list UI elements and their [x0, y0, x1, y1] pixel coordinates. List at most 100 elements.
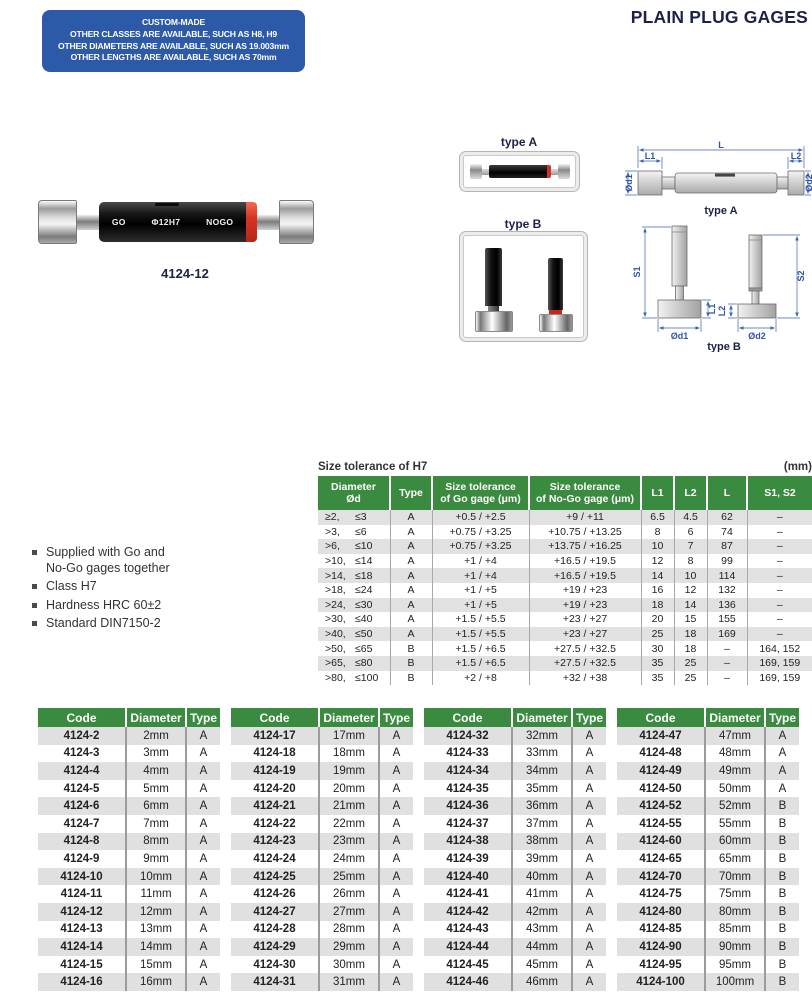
code-row: 4124-95 95mm B: [617, 955, 799, 974]
col-header-l2: L2: [673, 476, 707, 510]
code-col-header: Code: [617, 708, 705, 727]
cell-l1: 14: [640, 568, 674, 583]
cell-nogo-tolerance: +13.75 / +16.25: [528, 539, 641, 554]
code-row: 4124-26 26mm A: [231, 885, 413, 903]
feature-list: Supplied with Go and No-Go gages togethe…: [32, 545, 170, 635]
cell-diameter: ≥2, ≤3: [325, 511, 367, 524]
code-col-header: Diameter: [704, 708, 765, 727]
cell-s1s2: –: [746, 539, 812, 554]
dim-label-L: L: [718, 140, 724, 150]
nogo-label: NOGO: [206, 217, 234, 227]
cell-l: 136: [706, 597, 747, 613]
b-handle: [548, 258, 563, 310]
cell-diameter: 42mm: [511, 902, 572, 921]
cell-type: A: [764, 762, 799, 780]
cell-diameter: 25mm: [318, 867, 379, 886]
cell-go-tolerance: +1 / +5: [431, 597, 529, 613]
type-b-gage-nogo: [538, 258, 573, 332]
cell-type: A: [389, 524, 432, 540]
tolerance-header-row: Diameter Ød Type Size tolerance of Go ga…: [318, 476, 812, 510]
cell-type: A: [571, 850, 606, 868]
cell-type: A: [378, 762, 413, 780]
cell-type: A: [389, 568, 432, 583]
cell-l1: 16: [640, 582, 674, 598]
cell-diameter: 20mm: [318, 779, 379, 798]
code-row: 4124-21 21mm A: [231, 797, 413, 815]
code-header-row: Code Diameter Type: [38, 708, 220, 727]
cell-diameter: >6, ≤10: [325, 540, 373, 553]
cell-code: 4124-60: [639, 835, 682, 848]
cell-code: 4124-11: [60, 888, 103, 901]
cell-s1s2: –: [746, 597, 812, 613]
cell-diameter: 26mm: [318, 885, 379, 903]
cell-nogo-tolerance: +19 / +23: [528, 582, 641, 598]
cell-diameter: 37mm: [511, 814, 572, 833]
tolerance-table-body: ≥2, ≤3 A +0.5 / +2.5 +9 / +11 6.5 4.5 62– >3, ≤6 A…: [318, 510, 812, 686]
cell-l2: 4.5: [673, 510, 707, 525]
cell-type: A: [185, 762, 220, 780]
cell-type: A: [185, 744, 220, 763]
cell-diameter: 3mm: [125, 744, 186, 763]
cell-type: B: [764, 955, 799, 974]
cell-diameter: 24mm: [318, 850, 379, 868]
code-row: 4124-100 100mm B: [617, 973, 799, 991]
cell-nogo-tolerance: +10.75 / +13.25: [528, 524, 641, 540]
cell-diameter: 19mm: [318, 762, 379, 780]
tolerance-title: Size tolerance of H7: [318, 461, 428, 473]
cell-l1: 10: [640, 539, 674, 554]
tolerance-row: >18, ≤24 A +1 / +5 +19 / +23 16 12 132–: [318, 582, 812, 598]
code-col-header: Type: [571, 708, 606, 727]
cell-diameter: 10mm: [125, 867, 186, 886]
cell-type: B: [764, 973, 799, 991]
cell-l2: 8: [673, 553, 707, 569]
cell-type: A: [378, 902, 413, 921]
code-row: 4124-13 13mm A: [38, 920, 220, 939]
cell-diameter: 70mm: [704, 867, 765, 886]
cell-type: B: [764, 920, 799, 939]
tolerance-table: Diameter Ød Type Size tolerance of Go ga…: [318, 476, 812, 686]
cell-diameter: 34mm: [511, 762, 572, 780]
cell-code: 4124-27: [253, 905, 296, 918]
cell-l1: 8: [640, 524, 674, 540]
tolerance-row: >14, ≤18 A +1 / +4 +16.5 / +19.5 14 10 114–: [318, 568, 812, 583]
code-row: 4124-18 18mm A: [231, 744, 413, 763]
cell-type: A: [571, 779, 606, 798]
code-row: 4124-12 12mm A: [38, 902, 220, 921]
dim-label-d2: Ød2: [804, 174, 812, 192]
cell-code: 4124-8: [63, 835, 100, 848]
cell-code: 4124-24: [253, 852, 296, 865]
cell-s1s2: –: [746, 524, 812, 540]
cell-nogo-tolerance: +27.5 / +32.5: [528, 655, 641, 671]
page-title: PLAIN PLUG GAGES: [630, 7, 808, 27]
cell-diameter: 75mm: [704, 885, 765, 903]
code-row: 4124-32 32mm A: [424, 727, 606, 745]
cell-l: 87: [706, 539, 747, 554]
cell-type: A: [185, 797, 220, 815]
cell-nogo-tolerance: +9 / +11: [528, 510, 641, 525]
cell-type: A: [571, 902, 606, 921]
tolerance-row: >80, ≤100 B +2 / +8 +32 / +38 35 25–169, 159: [318, 670, 812, 686]
cell-diameter: 36mm: [511, 797, 572, 815]
cell-s1s2: –: [746, 510, 812, 525]
b-red-ring: [549, 310, 562, 314]
cell-go-tolerance: +1 / +5: [431, 582, 529, 598]
tolerance-row: >6, ≤10 A +0.75 / +3.25 +13.75 / +16.25 10 7 87…: [318, 539, 812, 554]
mini-cap-left: [469, 164, 482, 179]
cell-code: 4124-9: [63, 852, 100, 865]
cell-code: 4124-35: [446, 782, 489, 795]
cell-code: 4124-4: [63, 764, 100, 777]
cell-diameter: 39mm: [511, 850, 572, 868]
cell-code: 4124-2: [63, 729, 100, 742]
cell-type: A: [571, 973, 606, 991]
code-row: 4124-90 90mm B: [617, 938, 799, 956]
tolerance-row: >30, ≤40 A +1.5 / +5.5 +23 / +27 20 15 155–: [318, 612, 812, 627]
cell-diameter: 23mm: [318, 832, 379, 851]
code-table-4: Code Diameter Type 4124-47 47mm A 4124-48 48mm A…: [617, 708, 799, 991]
handle-notch: [154, 203, 179, 206]
cell-type: B: [764, 867, 799, 886]
cell-code: 4124-70: [639, 870, 682, 883]
cell-type: A: [571, 955, 606, 974]
code-col-header: Type: [764, 708, 799, 727]
code-row: 4124-70 70mm B: [617, 867, 799, 886]
